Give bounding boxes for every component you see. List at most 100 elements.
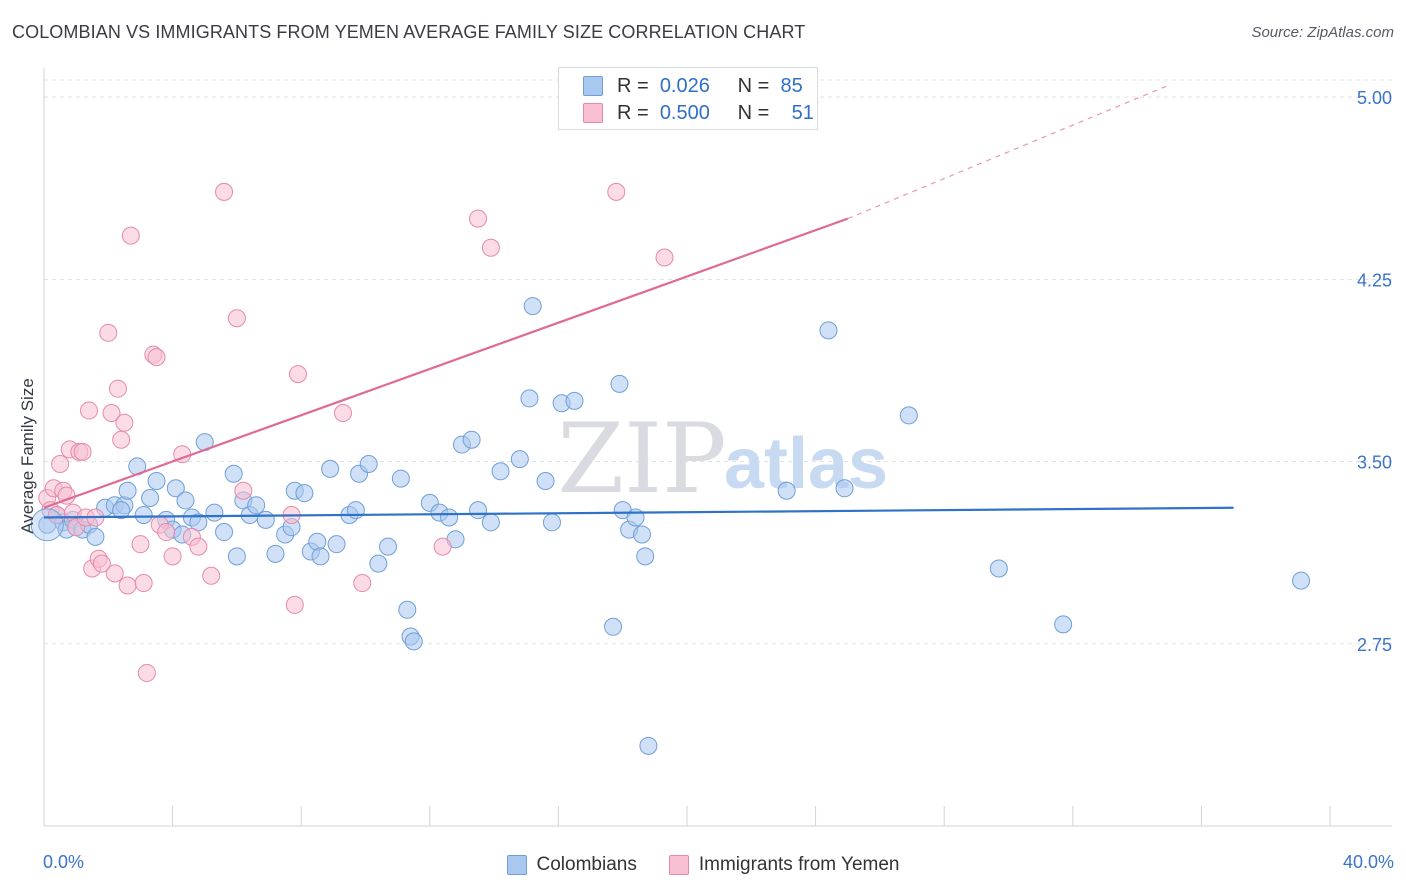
point-colombians: [266, 544, 285, 563]
trend-lines: [43, 84, 1234, 519]
point-colombians: [308, 532, 327, 551]
stats-n-value: 51: [791, 102, 814, 124]
point-yemen: [118, 576, 137, 595]
point-yemen: [137, 663, 156, 682]
point-colombians: [391, 469, 410, 488]
point-yemen: [51, 455, 70, 474]
point-colombians: [565, 391, 584, 410]
stats-n-label: N =: [737, 102, 770, 124]
point-colombians: [542, 513, 561, 532]
point-colombians: [632, 525, 651, 544]
point-colombians: [205, 503, 224, 522]
point-yemen: [163, 547, 182, 566]
legend-item-yemen[interactable]: Immigrants from Yemen: [668, 854, 900, 876]
watermark: ZIP atlas: [557, 403, 888, 515]
stats-box: R = 0.026 N = 85 R = 0.500 N = 51: [558, 67, 818, 130]
point-yemen: [147, 348, 166, 367]
point-yemen: [285, 595, 304, 614]
point-yemen: [73, 442, 92, 461]
point-colombians: [141, 489, 160, 508]
point-colombians: [346, 501, 365, 520]
y-axis-label: Average Family Size: [18, 378, 37, 534]
point-yemen: [115, 413, 134, 432]
point-colombians: [604, 617, 623, 636]
legend-label-yemen: Immigrants from Yemen: [698, 854, 900, 875]
point-colombians: [510, 450, 529, 469]
watermark-zip: ZIP: [557, 403, 726, 515]
y-tick-labels: 2.75 3.50 4.25 5.00: [1357, 88, 1392, 655]
point-colombians: [295, 484, 314, 503]
point-yemen: [121, 226, 140, 245]
x-tick-min: 0.0%: [43, 852, 85, 872]
y-tick-label: 3.50: [1357, 453, 1392, 473]
gridlines: [44, 79, 1392, 645]
point-yemen: [189, 537, 208, 556]
point-colombians: [469, 501, 488, 520]
point-colombians: [379, 537, 398, 556]
point-yemen: [215, 182, 234, 201]
point-colombians: [134, 506, 153, 525]
trend-yemen: [43, 217, 849, 509]
legend-swatch-colombians: [506, 855, 527, 875]
point-colombians: [1292, 571, 1311, 590]
point-yemen: [655, 248, 674, 267]
watermark-atlas: atlas: [724, 424, 888, 504]
point-colombians: [491, 462, 510, 481]
point-yemen: [433, 537, 452, 556]
stats-n-value: 85: [780, 75, 803, 97]
legend: Colombians Immigrants from Yemen: [0, 852, 1406, 878]
point-colombians: [404, 632, 423, 651]
point-yemen: [481, 238, 500, 257]
point-colombians: [520, 389, 539, 408]
legend-item-colombians[interactable]: Colombians: [506, 854, 637, 876]
point-colombians: [321, 459, 340, 478]
point-colombians: [311, 547, 330, 566]
point-colombians: [523, 297, 542, 316]
point-colombians: [166, 479, 185, 498]
point-colombians: [112, 501, 131, 520]
point-colombians: [835, 479, 854, 498]
point-colombians: [224, 464, 243, 483]
point-colombians: [369, 554, 388, 573]
stats-text-colombians: R = 0.026 N = 85: [617, 73, 803, 99]
point-yemen: [108, 379, 127, 398]
point-yemen: [202, 566, 221, 585]
stats-n-label: N =: [737, 75, 770, 97]
point-colombians: [481, 513, 500, 532]
point-yemen: [131, 535, 150, 554]
point-colombians: [462, 430, 481, 449]
stats-text-yemen: R = 0.500 N = 51: [617, 100, 814, 126]
source-credit: Source: ZipAtlas.com: [1251, 24, 1394, 41]
stats-r-value: 0.500: [659, 102, 710, 124]
stats-r-value: 0.026: [659, 75, 710, 97]
point-colombians: [440, 508, 459, 527]
trend-yemen-extension: [847, 84, 1170, 220]
point-yemen: [288, 365, 307, 384]
legend-label-colombians: Colombians: [536, 854, 637, 875]
point-colombians: [247, 496, 266, 515]
stats-swatch-yemen: [583, 103, 603, 123]
point-yemen: [607, 182, 626, 201]
point-colombians: [215, 523, 234, 542]
point-yemen: [227, 309, 246, 328]
point-colombians: [610, 374, 629, 393]
point-colombians: [118, 481, 137, 500]
point-colombians: [147, 472, 166, 491]
point-colombians: [989, 559, 1008, 578]
point-yemen: [112, 430, 131, 449]
y-tick-label: 5.00: [1357, 88, 1392, 108]
point-yemen: [333, 403, 352, 422]
point-colombians: [359, 455, 378, 474]
point-yemen: [99, 323, 118, 342]
point-yemen: [80, 401, 99, 420]
point-colombians: [777, 481, 796, 500]
stats-r-label: R =: [617, 102, 649, 124]
point-colombians: [86, 527, 105, 546]
point-colombians: [819, 321, 838, 340]
stats-swatch-colombians: [583, 76, 603, 96]
point-yemen: [469, 209, 488, 228]
chart-title: COLOMBIAN VS IMMIGRANTS FROM YEMEN AVERA…: [12, 22, 806, 42]
point-colombians: [636, 547, 655, 566]
point-yemen: [134, 574, 153, 593]
